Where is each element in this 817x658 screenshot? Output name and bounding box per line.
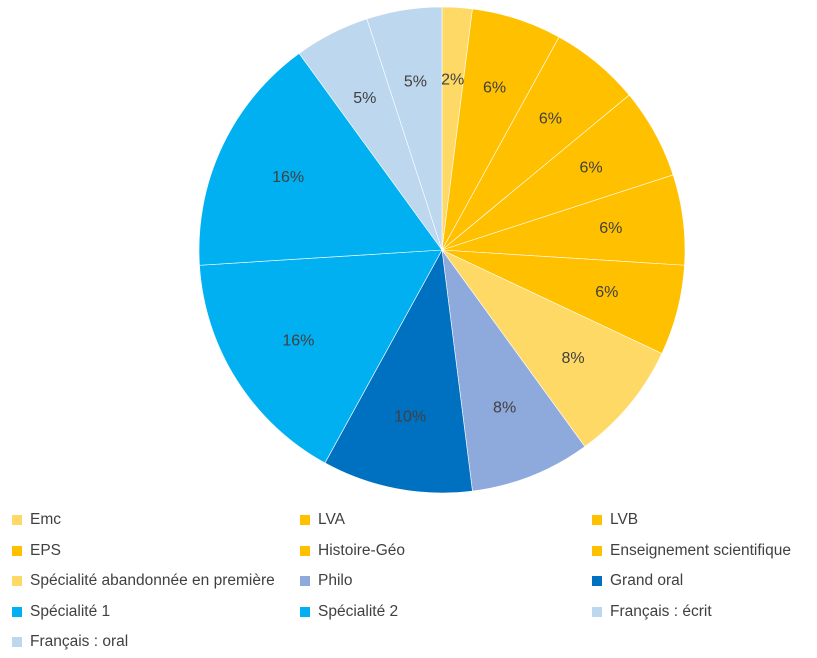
legend-swatch (12, 576, 22, 586)
legend-label: EPS (30, 541, 62, 559)
pie-chart: 2% 6% 6% 6% 6% 6% 8% 8% 10% 16% 16% 5% 5% (198, 6, 686, 494)
legend-swatch (12, 515, 22, 525)
legend-item-1: LVA (300, 508, 345, 532)
legend-label: LVA (318, 511, 345, 528)
data-label-9: 16% (282, 333, 314, 350)
legend-item-0: Emc (12, 508, 61, 532)
pie-slice-7 (441, 249, 586, 492)
legend-label: Enseignement scientifique (610, 541, 791, 559)
legend-swatch (592, 606, 602, 617)
pie-slice-8 (324, 249, 473, 494)
legend-item-11: Français : écrit (592, 600, 712, 624)
pie-slice-6 (441, 249, 663, 448)
legend-label: Français : oral (30, 633, 129, 650)
legend-item-8: Grand oral (592, 569, 683, 593)
data-label-12: 5% (404, 73, 427, 90)
legend-swatch (592, 545, 602, 556)
legend-swatch (12, 545, 22, 556)
pie-slice-12 (366, 6, 443, 251)
data-label-11: 5% (353, 90, 376, 107)
legend-label: Spécialité abandonnée en première (30, 572, 275, 589)
legend-label: Grand oral (610, 572, 684, 589)
legend-item-5: Enseignement scientifique (592, 539, 791, 563)
legend-label: Spécialité 2 (318, 602, 399, 620)
data-label-5: 6% (595, 284, 618, 301)
data-label-3: 6% (579, 160, 602, 177)
legend-label: Spécialité 1 (30, 602, 111, 620)
legend-swatch (592, 515, 602, 525)
legend-swatch (300, 576, 310, 586)
data-label-6: 8% (562, 350, 585, 367)
legend-swatch (12, 606, 22, 617)
legend-item-2: LVB (592, 508, 638, 532)
data-label-10: 16% (272, 169, 304, 186)
data-label-4: 6% (599, 220, 622, 237)
legend-item-7: Philo (300, 569, 352, 593)
chart-legend: Emc LVA LVB EPS Histoire-Géo Enseignement sci… (12, 508, 812, 656)
legend-item-3: EPS (12, 539, 61, 563)
legend-item-9: Spécialité 1 (12, 600, 110, 624)
legend-label: Philo (318, 572, 353, 589)
legend-item-12: Français : oral (12, 630, 128, 654)
legend-item-4: Histoire-Géo (300, 539, 405, 563)
data-label-8: 10% (394, 409, 426, 426)
pie-slice-10 (198, 52, 443, 266)
legend-label: Français : écrit (610, 602, 712, 620)
legend-label: LVB (610, 511, 639, 528)
legend-swatch (300, 515, 310, 525)
legend-item-6: Spécialité abandonnée en première (12, 569, 275, 593)
legend-swatch (592, 576, 602, 586)
legend-swatch (300, 545, 310, 556)
legend-label: Histoire-Géo (318, 541, 405, 559)
data-label-7: 8% (493, 400, 516, 417)
data-label-2: 6% (539, 110, 562, 127)
data-label-0: 2% (441, 72, 464, 89)
pie-slice-9 (199, 249, 443, 464)
legend-item-10: Spécialité 2 (300, 600, 398, 624)
data-label-1: 6% (483, 80, 506, 97)
legend-swatch (300, 606, 310, 617)
legend-label: Emc (30, 511, 61, 528)
legend-swatch (12, 637, 22, 647)
